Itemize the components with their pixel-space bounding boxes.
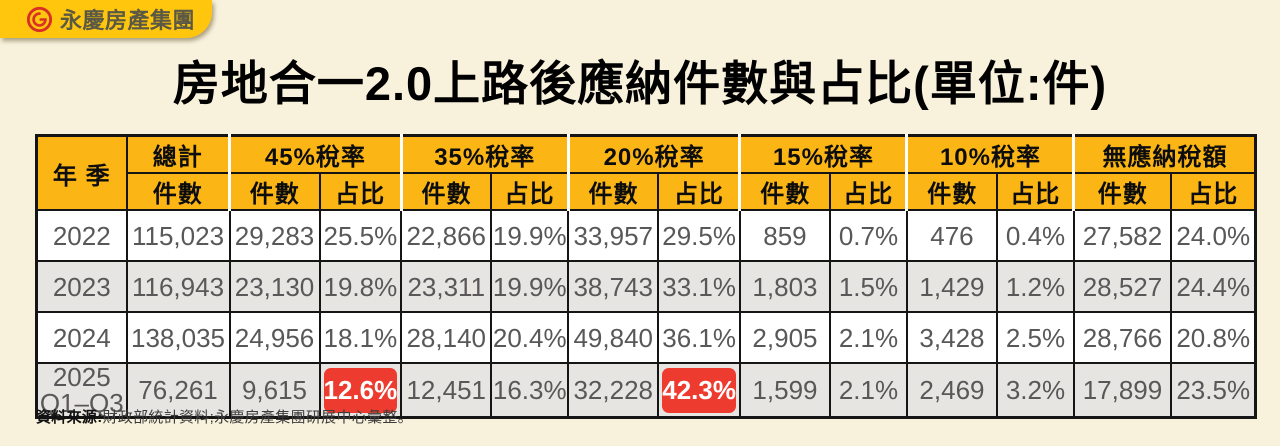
company-logo-badge: 永慶房產集團 (0, 0, 212, 38)
sub-header: 占比 (318, 172, 403, 211)
data-source-label: 資料來源: (36, 409, 103, 426)
data-source-text: 財政部統計資料;永慶房產集團研展中心彙整。 (102, 409, 413, 426)
data-cell: 24.4% (1169, 260, 1257, 313)
data-cell: 42.3% (657, 362, 741, 419)
data-cell: 2.5% (995, 311, 1075, 364)
sub-header: 件數 (905, 172, 998, 211)
data-cell: 28,140 (400, 311, 493, 364)
data-cell: 12,451 (400, 362, 493, 419)
data-cell: 33,957 (567, 209, 660, 262)
sub-header: 件數 (738, 172, 831, 211)
data-cell: 138,035 (125, 311, 231, 364)
sub-header: 占比 (828, 172, 908, 211)
sub-header: 件數 (1072, 172, 1172, 211)
data-cell: 9,615 (228, 362, 321, 419)
data-source-note: 資料來源:財政部統計資料;永慶房產集團研展中心彙整。 (36, 406, 413, 427)
data-cell: 29.5% (657, 209, 741, 262)
data-cell: 1.2% (995, 260, 1075, 313)
data-cell: 76,261 (125, 362, 231, 419)
data-cell: 27,582 (1072, 209, 1172, 262)
group-header: 35%稅率 (399, 134, 570, 174)
data-cell: 19.8% (318, 260, 403, 313)
data-cell: 28,527 (1072, 260, 1172, 313)
data-cell: 23,311 (400, 260, 493, 313)
data-cell: 24,956 (228, 311, 321, 364)
year-column-header: 年 季 (35, 134, 128, 211)
data-cell: 116,943 (125, 260, 231, 313)
data-cell: 36.1% (657, 311, 741, 364)
data-cell: 12.6% (318, 362, 403, 419)
data-cell: 1.5% (828, 260, 908, 313)
data-cell: 859 (738, 209, 831, 262)
data-cell: 28,766 (1072, 311, 1172, 364)
data-cell: 25.5% (318, 209, 403, 262)
data-cell: 2,469 (905, 362, 998, 419)
group-header: 15%稅率 (738, 134, 908, 174)
sub-header: 件數 (228, 172, 321, 211)
data-cell: 16.3% (490, 362, 570, 419)
year-cell: 2023 (35, 260, 128, 313)
data-cell: 49,840 (567, 311, 660, 364)
group-header: 20%稅率 (566, 134, 741, 174)
data-cell: 23,130 (228, 260, 321, 313)
page-title-normal: 房地合一2.0上路後 (172, 57, 578, 110)
data-cell: 1,599 (738, 362, 831, 419)
data-cell: 19.9% (490, 260, 570, 313)
data-cell: 0.4% (995, 209, 1075, 262)
highlight-badge: 42.3% (662, 367, 736, 413)
data-cell: 18.1% (318, 311, 403, 364)
data-cell: 20.8% (1169, 311, 1257, 364)
data-cell: 33.1% (657, 260, 741, 313)
data-cell: 2.1% (828, 362, 908, 419)
highlight-badge: 12.6% (323, 367, 398, 413)
group-header: 45%稅率 (228, 134, 403, 174)
data-cell: 0.7% (828, 209, 908, 262)
year-cell: 2022 (35, 209, 128, 262)
data-cell: 32,228 (567, 362, 660, 419)
group-header: 無應納稅額 (1072, 134, 1257, 174)
data-cell: 22,866 (400, 209, 493, 262)
data-cell: 3.2% (995, 362, 1075, 419)
data-cell: 3,428 (905, 311, 998, 364)
group-header: 10%稅率 (905, 134, 1075, 174)
sub-header: 占比 (1169, 172, 1257, 211)
table-row: 2022 115,023 29,283 25.5% 22,866 19.9% 33,957 2… (35, 209, 1257, 262)
tax-data-table: 年 季總計 45%稅率 35%稅率 20%稅率 15%稅率 10%稅率 無應納稅額 件數 件數占… (35, 134, 1258, 419)
year-cell: 2025 Q1–Q3 (35, 362, 128, 419)
table-row: 2024 138,035 24,956 18.1% 28,140 20.4% 49,840 3… (35, 311, 1257, 364)
table-head: 年 季總計 45%稅率 35%稅率 20%稅率 15%稅率 10%稅率 無應納稅額 件數 件數占… (35, 134, 1257, 211)
table-row: 2025 Q1–Q3 76,261 9,615 12.6% 12,451 16.3% 32,2… (35, 362, 1257, 419)
data-cell: 38,743 (567, 260, 660, 313)
data-cell: 29,283 (228, 209, 321, 262)
page-title: 房地合一2.0上路後應納件數與占比(單位:件) (0, 56, 1280, 112)
data-cell: 19.9% (490, 209, 570, 262)
sub-header: 件數 (125, 172, 231, 211)
table-row: 2023 116,943 23,130 19.8% 23,311 19.9% 38,743 3… (35, 260, 1257, 313)
sub-header: 占比 (490, 172, 570, 211)
data-cell: 17,899 (1072, 362, 1172, 419)
sub-header: 件數 (566, 172, 660, 211)
data-cell: 1,429 (905, 260, 998, 313)
data-cell: 115,023 (125, 209, 231, 262)
table-body: 2022 115,023 29,283 25.5% 22,866 19.9% 33,957 2… (35, 209, 1257, 419)
sub-header: 件數 (399, 172, 493, 211)
data-cell: 23.5% (1169, 362, 1257, 419)
sub-header: 占比 (995, 172, 1075, 211)
company-name: 永慶房產集團 (60, 8, 196, 33)
group-header: 總計 (125, 134, 231, 174)
page-title-strong: 應納件數與占比(單位:件) (577, 57, 1108, 110)
yungching-logo-icon (26, 6, 53, 33)
data-cell: 476 (905, 209, 998, 262)
data-cell: 24.0% (1169, 209, 1257, 262)
data-cell: 2.1% (828, 311, 908, 364)
year-cell: 2024 (35, 311, 128, 364)
data-cell: 1,803 (738, 260, 831, 313)
sub-header: 占比 (657, 172, 741, 211)
data-cell: 20.4% (490, 311, 570, 364)
data-cell: 2,905 (738, 311, 831, 364)
